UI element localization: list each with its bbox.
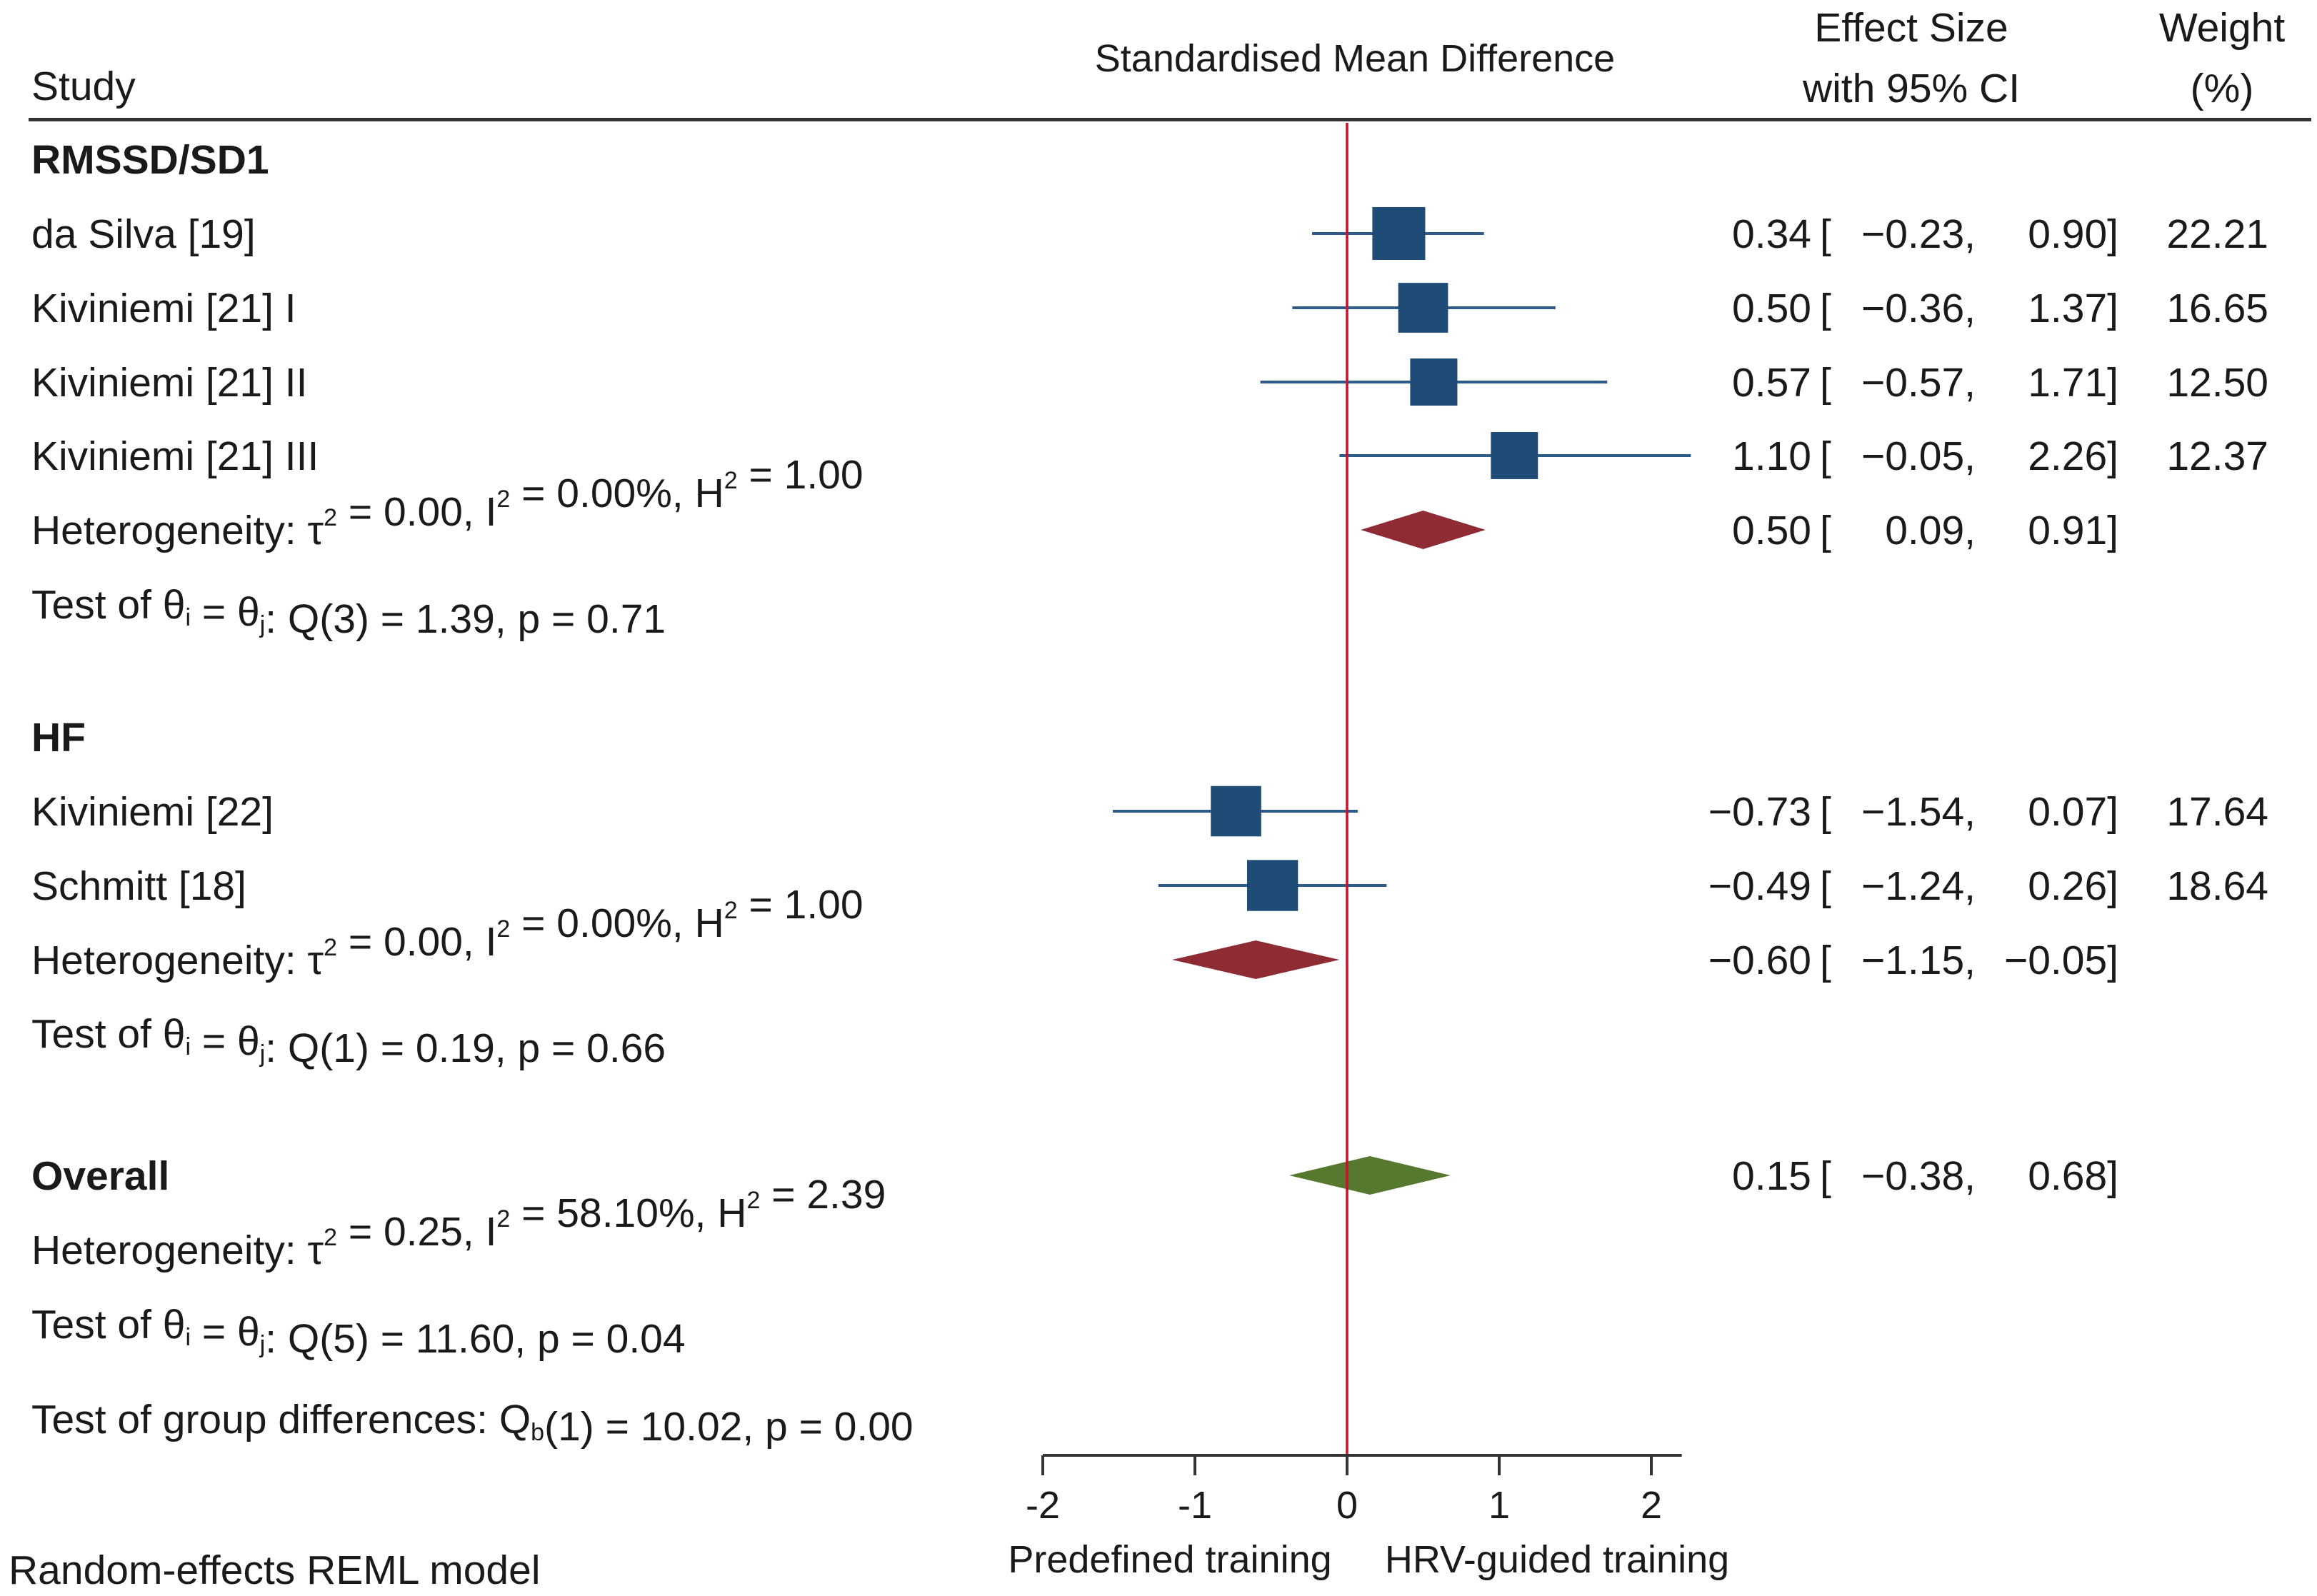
overall-bracket: [ [1820, 1153, 1831, 1199]
group-heading-1: RMSSD/SD1 [31, 137, 269, 183]
study-2-ci-high: 1.37] [2028, 286, 2118, 331]
study-3-es: 0.57 [1732, 360, 1811, 406]
study-6-es: −0.49 [1708, 863, 1811, 909]
study-4-weight: 12.37 [2166, 433, 2268, 479]
study-2-weight: 16.65 [2166, 286, 2268, 331]
study-6-bracket: [ [1820, 863, 1831, 909]
study-5-weight: 17.64 [2166, 789, 2268, 835]
study-box-3 [1410, 358, 1458, 406]
study-4-ci-low: −0.05, [1861, 433, 1976, 479]
study-box-4 [1491, 432, 1538, 479]
header-weight-line2: (%) [2191, 66, 2254, 111]
study-label-3: Kiviniemi [21] II [31, 360, 307, 406]
subgroup-diamond-1 [1361, 511, 1486, 549]
study-box-5 [1211, 786, 1261, 837]
study-label-4: Kiviniemi [21] III [31, 433, 319, 479]
study-4-bracket: [ [1820, 433, 1831, 479]
group-heading-2: HF [31, 715, 86, 761]
x-axis: -2 -1 0 1 2 [1026, 1454, 1682, 1527]
header-smd: Standardised Mean Difference [1095, 37, 1615, 80]
overall-es: 0.15 [1732, 1153, 1811, 1199]
axis-label-right: HRV-guided training [1385, 1538, 1729, 1581]
study-6-weight: 18.64 [2166, 863, 2268, 909]
subgroup-diamond-2 [1172, 940, 1340, 979]
study-box-6 [1246, 860, 1298, 911]
heterogeneity-1: Heterogeneity: τ2 = 0.00, I2 = 0.00%, H2… [31, 452, 864, 553]
study-6-ci-high: 0.26] [2028, 863, 2118, 909]
overall-heading: Overall [31, 1153, 169, 1199]
study-label-6: Schmitt [18] [31, 863, 246, 909]
subgroup-2-es: −0.60 [1708, 938, 1811, 983]
marks-layer [1112, 123, 1691, 1455]
study-3-weight: 12.50 [2166, 360, 2268, 406]
x-tick-label-3: 0 [1336, 1484, 1358, 1527]
study-6-ci-low: −1.24, [1861, 863, 1976, 909]
study-label-2: Kiviniemi [21] I [31, 286, 296, 331]
overall-ci-high: 0.68] [2028, 1153, 2118, 1199]
study-1-ci-high: 0.90] [2028, 211, 2118, 257]
x-tick-label-2: -1 [1178, 1484, 1212, 1527]
subgroup-1-es: 0.50 [1732, 508, 1811, 553]
study-box-1 [1372, 206, 1426, 261]
test-homogeneity-1: Test of θi = θj: Q(3) = 1.39, p = 0.71 [31, 582, 666, 642]
study-5-ci-low: −1.54, [1861, 789, 1976, 835]
study-1-es: 0.34 [1732, 211, 1811, 257]
header-es-line2: with 95% CI [1802, 66, 2020, 111]
subgroup-1-bracket: [ [1820, 508, 1831, 553]
heterogeneity-2: Heterogeneity: τ2 = 0.00, I2 = 0.00%, H2… [31, 882, 864, 983]
header-study: Study [31, 64, 136, 109]
model-note: Random-effects REML model [9, 1547, 540, 1593]
subgroup-1-ci-high: 0.91] [2028, 508, 2118, 553]
study-box-2 [1398, 283, 1448, 333]
header-weight-line1: Weight [2159, 5, 2286, 51]
overall-ci-low: −0.38, [1861, 1153, 1976, 1199]
subgroup-2-ci-high: −0.05] [2004, 938, 2118, 983]
study-3-ci-high: 1.71] [2028, 360, 2118, 406]
study-5-bracket: [ [1820, 789, 1831, 835]
subgroup-2-bracket: [ [1820, 938, 1831, 983]
study-label-1: da Silva [19] [31, 211, 256, 257]
subgroup-2-ci-low: −1.15, [1861, 938, 1976, 983]
header-rule [29, 118, 2311, 121]
overall-heterogeneity: Heterogeneity: τ2 = 0.25, I2 = 58.10%, H… [31, 1172, 886, 1273]
x-tick-label-4: 1 [1488, 1484, 1510, 1527]
header-es-line1: Effect Size [1814, 5, 2008, 51]
study-label-5: Kiviniemi [22] [31, 789, 274, 835]
study-1-ci-low: −0.23, [1861, 211, 1976, 257]
study-4-es: 1.10 [1732, 433, 1811, 479]
study-2-es: 0.50 [1732, 286, 1811, 331]
study-3-bracket: [ [1820, 360, 1831, 406]
study-5-es: −0.73 [1708, 789, 1811, 835]
overall-diamond [1289, 1156, 1451, 1195]
x-tick-label-5: 2 [1641, 1484, 1662, 1527]
x-tick-label-1: -2 [1026, 1484, 1060, 1527]
study-1-bracket: [ [1820, 211, 1831, 257]
overall-test-homogeneity: Test of θi = θj: Q(5) = 11.60, p = 0.04 [31, 1302, 686, 1362]
study-5-ci-high: 0.07] [2028, 789, 2118, 835]
group-differences-test: Test of group differences: Qb(1) = 10.02… [31, 1397, 914, 1450]
study-4-ci-high: 2.26] [2028, 433, 2118, 479]
subgroup-1-ci-low: 0.09, [1885, 508, 1976, 553]
study-2-bracket: [ [1820, 286, 1831, 331]
study-1-weight: 22.21 [2166, 211, 2268, 257]
axis-label-left: Predefined training [1008, 1538, 1331, 1581]
study-3-ci-low: −0.57, [1861, 360, 1976, 406]
test-homogeneity-2: Test of θi = θj: Q(1) = 0.19, p = 0.66 [31, 1011, 666, 1071]
study-2-ci-low: −0.36, [1861, 286, 1976, 331]
